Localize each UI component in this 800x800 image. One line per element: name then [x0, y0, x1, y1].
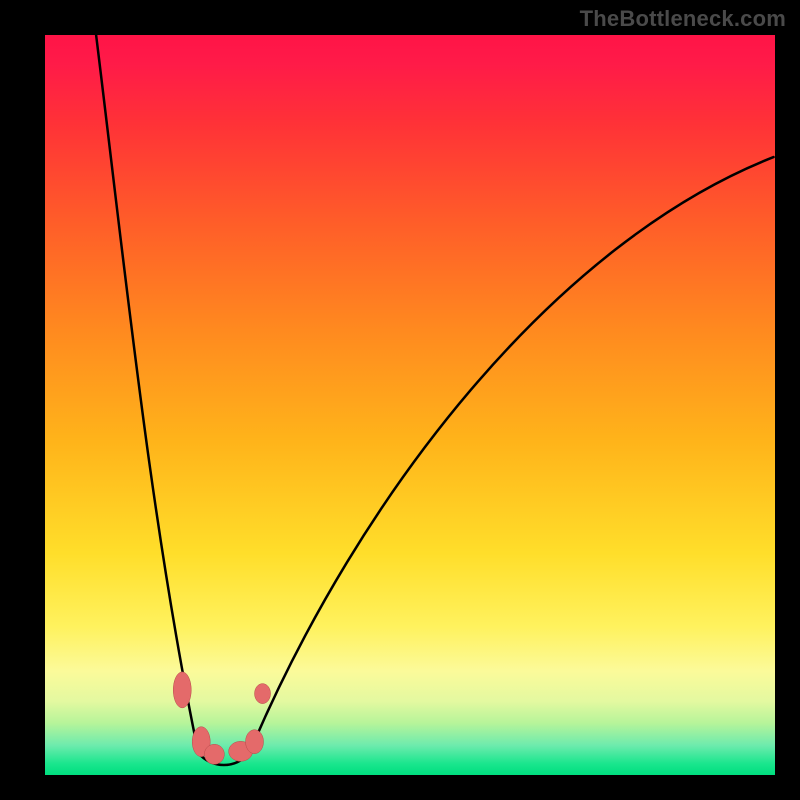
valley-marker	[204, 744, 224, 764]
bottleneck-curve-chart	[0, 0, 800, 800]
valley-marker	[246, 730, 264, 754]
chart-root: TheBottleneck.com	[0, 0, 800, 800]
valley-marker	[173, 672, 191, 708]
plot-area	[45, 35, 775, 775]
valley-marker	[255, 684, 271, 704]
gradient-background	[45, 35, 775, 775]
watermark-text: TheBottleneck.com	[580, 6, 786, 32]
